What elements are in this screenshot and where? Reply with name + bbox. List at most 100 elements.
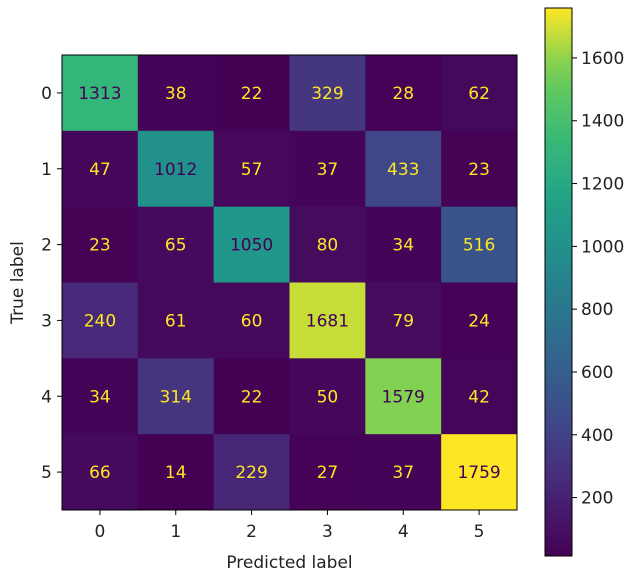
cell-value-label: 38 [165,84,187,104]
cell-value-label: 28 [392,84,414,104]
colorbar-tick-label: 200 [581,489,613,509]
cell-value-label: 79 [392,311,414,331]
cell-value-label: 22 [241,387,263,407]
x-tick-label: 1 [170,522,181,542]
heatmap-cell [137,434,215,511]
heatmap-cells [62,55,518,511]
y-tick-label: 5 [41,463,52,483]
heatmap-cell [441,55,518,132]
heatmap-cell [137,282,215,359]
cell-value-label: 1759 [457,463,500,483]
cell-value-label: 57 [241,160,263,180]
cell-value-label: 24 [468,311,490,331]
heatmap-cell [289,282,366,359]
cell-value-label: 1313 [78,84,121,104]
heatmap-cell [137,55,215,132]
cell-value-label: 329 [311,84,343,104]
cell-value-label: 34 [392,236,414,256]
plot-frame [61,54,518,511]
colorbar-tick-label: 1000 [581,237,624,257]
heatmap-cell [289,55,366,132]
heatmap-cell [289,358,366,435]
x-tick-label: 4 [398,522,409,542]
y-axis-ticks: 0 1 2 3 4 5 [41,84,62,483]
cell-value-label: 433 [387,160,419,180]
heatmap-cell [289,130,366,208]
heatmap-cell [213,130,290,208]
cell-value-label: 314 [160,387,192,407]
heatmap-cell [365,206,442,283]
cell-value-label: 1579 [382,387,425,407]
cell-value-label: 65 [165,236,187,256]
heatmap-cell [289,206,366,283]
cell-value-label: 47 [89,160,111,180]
heatmap-cell-labels: 1313 38 22 329 28 62 47 1012 57 37 433 23 23 65 1050 80… [78,84,500,483]
cell-value-label: 34 [89,387,111,407]
cell-value-label: 229 [235,463,267,483]
cell-value-label: 1012 [154,160,197,180]
heatmap-cell [365,434,442,511]
heatmap-cell [137,130,215,208]
heatmap-cell [213,358,290,435]
y-axis-label: True label [8,241,28,325]
cell-value-label: 22 [241,84,263,104]
heatmap-cell [137,358,215,435]
colorbar-tick-label: 400 [581,426,613,446]
heatmap-cell [213,282,290,359]
cell-value-label: 1681 [306,311,349,331]
heatmap-cell [365,130,442,208]
y-tick-label: 3 [41,311,52,331]
cell-value-label: 23 [468,160,490,180]
heatmap-cell [62,282,139,359]
heatmap-cell [62,55,139,132]
cell-value-label: 42 [468,387,490,407]
heatmap-cell [289,434,366,511]
cell-value-label: 37 [392,463,414,483]
colorbar-tick-label: 1400 [581,112,624,132]
cell-value-label: 37 [317,160,339,180]
y-tick-label: 0 [41,84,52,104]
colorbar-tick-label: 800 [581,300,613,320]
cell-value-label: 50 [317,387,339,407]
y-tick-label: 2 [41,236,52,256]
cell-value-label: 66 [89,463,111,483]
y-tick-label: 4 [41,387,52,407]
heatmap-cell [213,434,290,511]
cell-value-label: 61 [165,311,187,331]
cell-value-label: 62 [468,84,490,104]
cell-value-label: 60 [241,311,263,331]
x-axis-ticks: 0 1 2 3 4 5 [95,510,485,542]
colorbar-tick-label: 600 [581,363,613,383]
x-tick-label: 5 [474,522,485,542]
y-tick-label: 1 [41,160,52,180]
heatmap-cell [441,434,518,511]
heatmap-cell [62,434,139,511]
colorbar-tick-label: 1600 [581,49,624,69]
heatmap-cell [441,206,518,283]
heatmap-cell [441,130,518,208]
heatmap-cell [213,55,290,132]
cell-value-label: 27 [317,463,339,483]
heatmap-cell [62,358,139,435]
heatmap-cell [213,206,290,283]
colorbar [544,7,573,557]
colorbar-ticks: 200 400 600 800 1000 1200 1400 1600 [572,49,624,509]
cell-value-label: 14 [165,463,187,483]
x-tick-label: 0 [95,522,106,542]
x-tick-label: 3 [322,522,333,542]
colorbar-tick-label: 1200 [581,175,624,195]
cell-value-label: 23 [89,236,111,256]
heatmap-cell [62,206,139,283]
cell-value-label: 240 [84,311,116,331]
heatmap-cell [365,55,442,132]
cell-value-label: 516 [463,236,495,256]
cell-value-label: 80 [317,236,339,256]
x-tick-label: 2 [246,522,257,542]
heatmap-cell [137,206,215,283]
heatmap-cell [441,358,518,435]
heatmap-cell [62,130,139,208]
cell-value-label: 1050 [230,236,273,256]
x-axis-label: Predicted label [226,553,352,573]
heatmap-cell [441,282,518,359]
